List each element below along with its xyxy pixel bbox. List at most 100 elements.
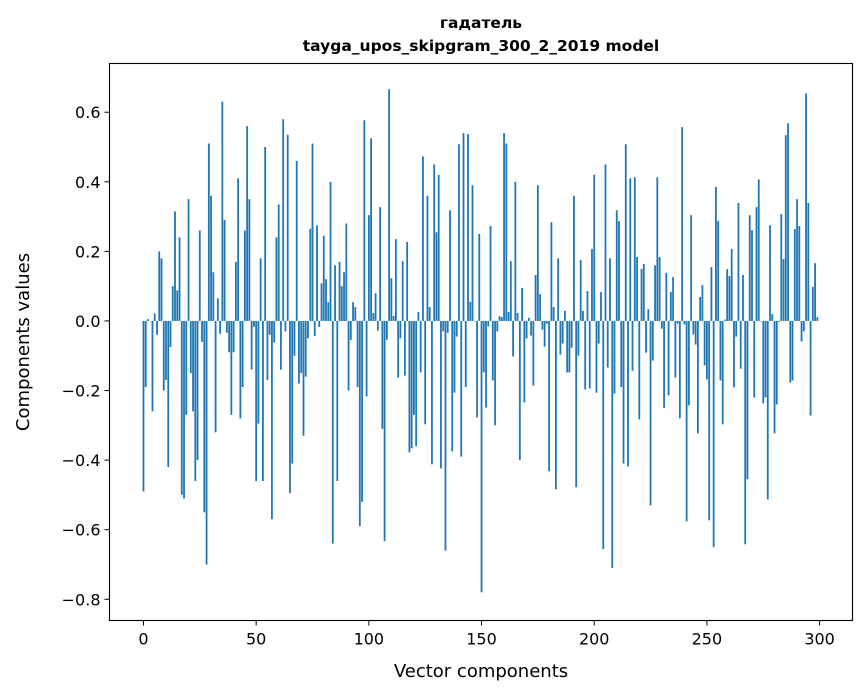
bar-246 [696,320,699,434]
y-axis-label: Components values [13,253,34,431]
bar-292 [800,320,803,342]
bar-57 [271,320,273,520]
bar-60 [277,204,280,321]
bar-289 [793,229,796,321]
bar-40 [232,320,235,353]
bar-96 [358,320,361,527]
bar-172 [530,320,533,336]
bar-230 [660,320,663,329]
bar-45 [243,230,246,321]
bar-63 [284,320,287,332]
bar-86 [336,320,339,481]
bar-262 [733,320,735,388]
bar-127 [428,307,431,321]
bar-167 [518,320,521,461]
bar-253 [712,320,715,548]
bar-208 [611,320,614,568]
bar-255 [717,221,720,321]
bar-236 [674,320,677,378]
bar-279 [771,313,774,321]
y-tick-label: −0.8 [62,590,101,609]
bar-6 [156,320,158,335]
bar-244 [692,320,695,335]
bar-186 [561,320,564,344]
bar-116 [404,320,406,376]
bar-205 [604,164,607,321]
y-tick-label: 0.0 [75,312,100,331]
bar-176 [539,294,542,321]
bar-187 [564,310,566,321]
bar-250 [706,320,708,380]
bar-165 [514,181,517,321]
bar-88 [340,286,343,321]
bar-285 [784,135,787,321]
bar-145 [469,301,472,321]
bar-179 [545,320,548,324]
bar-204 [602,320,605,550]
bar-234 [669,292,672,321]
bar-15 [176,290,179,321]
bar-148 [476,320,478,418]
bar-175 [536,185,539,321]
bar-76 [313,320,316,336]
chart-subtitle: tayga_upos_skipgram_300_2_2019 model [303,37,660,55]
bar-98 [363,120,366,321]
bar-38 [228,320,231,353]
bar-191 [573,195,575,321]
bar-83 [329,181,332,321]
bar-291 [798,225,801,321]
bar-135 [446,320,449,333]
bar-287 [789,320,792,383]
bar-254 [715,187,717,321]
bar-237 [676,320,679,324]
x-tick-label: 0 [138,630,148,649]
bar-243 [690,215,693,321]
bar-217 [631,320,634,371]
bar-216 [629,178,632,321]
bar-196 [584,320,587,390]
bar-260 [728,276,731,321]
bar-138 [453,320,456,393]
bar-84 [331,320,334,544]
bar-41 [234,261,237,321]
bar-268 [746,320,749,480]
bar-221 [640,269,643,321]
bar-162 [507,311,510,321]
bar-120 [413,320,415,415]
bar-197 [586,291,589,321]
bar-49 [252,320,255,327]
bar-10 [165,320,167,381]
bar-174 [534,275,537,321]
bar-139 [455,320,458,337]
bar-79 [320,283,323,321]
bar-233 [667,320,670,396]
bars-group [142,89,819,593]
bar-277 [766,320,769,500]
bar-177 [541,320,544,330]
bar-129 [433,164,436,321]
bar-115 [401,261,404,321]
bar-33 [216,298,219,321]
bar-133 [442,320,445,332]
bar-23 [194,320,197,481]
bar-2 [147,319,149,321]
x-tick-label: 150 [466,630,497,649]
bar-9 [162,320,165,391]
bar-272 [755,207,758,321]
bar-218 [633,177,636,321]
bar-267 [744,320,747,545]
bar-157 [496,320,499,332]
bar-123 [419,320,422,373]
bar-56 [268,320,271,335]
x-tick-label: 300 [804,630,835,649]
bar-264 [737,203,740,321]
bar-58 [273,320,276,343]
bar-257 [721,320,724,425]
chart-title: гадатель [440,14,522,32]
bar-245 [694,320,697,345]
x-axis-label: Vector components [394,661,568,682]
bar-297 [811,286,814,321]
bar-69 [298,320,300,384]
bar-1 [144,320,147,388]
